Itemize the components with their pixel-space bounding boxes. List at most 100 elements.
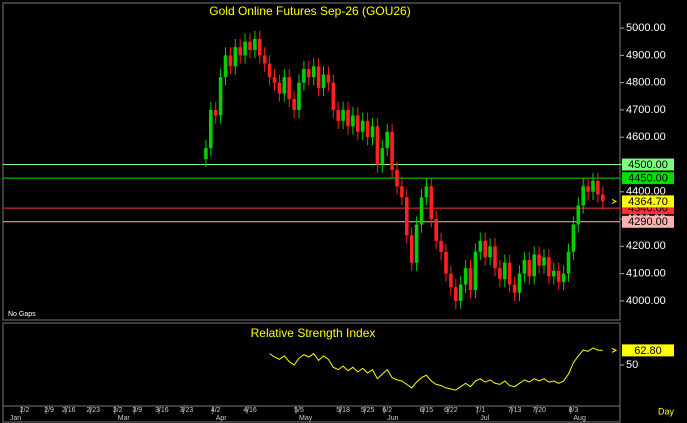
y-tick-label: 4000.00: [626, 295, 666, 307]
month-label: Mar: [118, 415, 131, 422]
candle-body: [571, 224, 576, 252]
candle-body: [365, 120, 370, 138]
price-tag-label: 62.80: [634, 345, 662, 357]
candle-body: [405, 197, 409, 236]
y-tick-label: 50: [626, 359, 638, 371]
candle-body: [395, 169, 399, 187]
month-label: Jul: [480, 415, 489, 422]
candle-body: [596, 180, 600, 195]
annotation: No Gaps: [8, 311, 36, 318]
month-label: Aug: [573, 415, 586, 422]
price-panel: [2, 2, 621, 321]
price-tag: [622, 344, 674, 357]
candle-body: [483, 240, 487, 258]
candle-body: [478, 240, 483, 252]
rsi-line: [269, 347, 603, 391]
candle-body: [385, 131, 389, 149]
candle-body: [517, 273, 522, 293]
price-tag-label: 4500.00: [628, 159, 668, 171]
candle-body: [380, 148, 385, 165]
y-tick-label: 4600.00: [626, 131, 666, 143]
month-label: Jan: [10, 415, 21, 422]
candle-body: [449, 273, 453, 288]
price-tag: [622, 195, 674, 208]
x-tick-label: 4/2: [211, 407, 221, 414]
candle-body: [267, 63, 272, 78]
candle-body: [591, 180, 595, 192]
candle-body: [272, 77, 277, 83]
candle-body: [468, 268, 473, 290]
candle-body: [360, 120, 365, 132]
y-tick-label: 5000.00: [626, 22, 666, 34]
y-tick-label: 4900.00: [626, 49, 666, 61]
candle-body: [581, 186, 585, 206]
candle-body: [297, 82, 301, 110]
candle-body: [512, 284, 517, 293]
y-tick-label: 4700.00: [626, 104, 666, 116]
x-tick-label: 8/3: [569, 407, 579, 414]
price-tag: [622, 158, 674, 171]
x-axis-strip: [2, 405, 621, 423]
candle-body: [370, 126, 375, 138]
x-tick-label: 6/22: [444, 407, 458, 414]
x-tick-label: 3/2: [113, 407, 123, 414]
price-tag: [622, 215, 674, 228]
candle-body: [458, 284, 463, 301]
y-tick-label: 4100.00: [626, 268, 666, 280]
chart-title: Gold Online Futures Sep-26 (GOU26): [209, 4, 410, 18]
candle-body: [493, 246, 497, 269]
rsi-title: Relative Strength Index: [251, 326, 376, 340]
candle-body: [507, 262, 512, 285]
x-tick-label: 5/5: [294, 407, 304, 414]
candle-body: [346, 109, 350, 127]
candle-body: [316, 66, 321, 89]
x-tick-label: 6/15: [420, 407, 434, 414]
last-price-arrow: [611, 198, 618, 204]
candle-body: [419, 197, 424, 225]
price-tag: [622, 172, 674, 185]
candle-body: [601, 194, 605, 202]
candle-body: [258, 39, 262, 56]
x-tick-label: 2/2: [20, 407, 30, 414]
month-label: Apr: [216, 415, 228, 422]
candle-body: [429, 186, 434, 220]
candle-body: [204, 148, 208, 160]
candle-body: [287, 77, 291, 100]
price-tag-label: 4364.70: [628, 196, 668, 208]
candle-body: [439, 240, 443, 252]
x-tick-label: 7/20: [532, 407, 546, 414]
x-tick-label: 3/9: [132, 407, 142, 414]
candle-body: [454, 287, 458, 301]
candle-body: [556, 270, 561, 282]
y-tick-label: 4200.00: [626, 240, 666, 252]
candle-body: [233, 47, 238, 67]
x-axis-label: Day: [658, 406, 675, 416]
candle-body: [542, 257, 546, 266]
candle-body: [532, 254, 536, 277]
candle-body: [547, 257, 551, 277]
candle-body: [321, 74, 326, 89]
candle-body: [473, 251, 478, 290]
candle-body: [248, 41, 252, 50]
x-tick-label: 4/16: [243, 407, 257, 414]
y-tick-label: 4400.00: [626, 186, 666, 198]
candle-body: [356, 115, 360, 132]
candle-body: [409, 235, 414, 263]
candle-body: [223, 55, 228, 78]
candle-body: [277, 82, 282, 94]
candle-body: [253, 39, 257, 50]
x-tick-label: 6/2: [382, 407, 392, 414]
candle-body: [424, 186, 429, 198]
candle-body: [351, 115, 355, 127]
x-tick-label: 7/1: [475, 407, 485, 414]
candle-body: [209, 109, 213, 149]
candle-body: [434, 219, 438, 241]
candle-body: [463, 268, 468, 285]
candle-body: [282, 77, 287, 94]
price-tag-label: 4290.00: [628, 216, 668, 228]
candle-body: [390, 131, 394, 170]
candle-body: [586, 186, 590, 192]
candle-body: [400, 186, 404, 198]
